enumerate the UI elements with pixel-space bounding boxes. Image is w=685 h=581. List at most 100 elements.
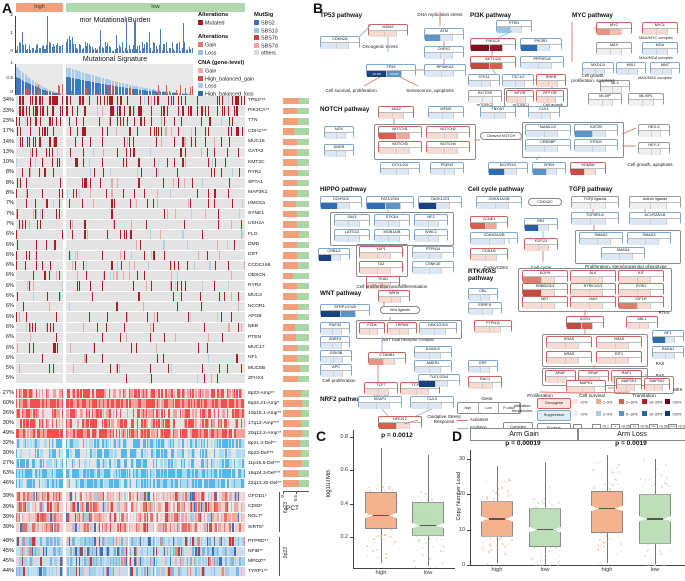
heatmap-cell bbox=[223, 399, 226, 409]
gene-cells bbox=[597, 27, 631, 35]
heatmap-cell bbox=[47, 409, 49, 419]
heatmap-row bbox=[66, 219, 245, 229]
heatmap-cell bbox=[146, 389, 149, 399]
gene-freq-high-cell bbox=[639, 130, 651, 137]
mutsig-sbs7-bar bbox=[93, 89, 95, 95]
gene-freq-high-cell bbox=[481, 112, 495, 119]
heatmap-cell bbox=[51, 419, 54, 429]
gene-box: TGFβ ligands bbox=[571, 196, 619, 209]
heatmap-row bbox=[16, 353, 63, 363]
heatmap-cell bbox=[172, 399, 174, 409]
gene-freq-low-cell bbox=[416, 388, 428, 395]
tmb-bar bbox=[20, 42, 22, 53]
gene-cells bbox=[321, 201, 361, 209]
gene-box: TAOK1/2/3 bbox=[418, 196, 462, 209]
mutsig-axis-tick: 0 bbox=[10, 90, 13, 95]
heatmap-cell bbox=[97, 96, 99, 106]
heatmap-cell bbox=[107, 126, 109, 137]
heatmap-cell bbox=[216, 409, 218, 419]
pct-bar-low bbox=[299, 231, 309, 238]
heatmap-cell bbox=[125, 332, 127, 343]
gene-pvalue-cell bbox=[359, 220, 369, 227]
gene-freq-high-cell bbox=[571, 276, 589, 283]
heatmap-cell bbox=[230, 389, 233, 399]
gene-freq-low-cell bbox=[429, 366, 441, 373]
heatmap-cell bbox=[135, 409, 138, 419]
heatmap-cell bbox=[129, 399, 132, 409]
gene-freq-low-cell bbox=[330, 254, 341, 261]
gene-freq-low-cell bbox=[395, 422, 409, 429]
gene-freq-high-cell bbox=[533, 168, 546, 175]
gene-box: CTNNB1 bbox=[368, 352, 406, 365]
gene-freq-high-cell bbox=[571, 168, 585, 175]
row-gene-label: PTPRD** bbox=[248, 538, 269, 544]
tmb-bar bbox=[141, 42, 143, 53]
heatmap-cell bbox=[119, 409, 122, 419]
heatmap-cell bbox=[192, 389, 194, 399]
heatmap-cell bbox=[102, 271, 104, 281]
gene-cells bbox=[537, 79, 565, 87]
heatmap-cell bbox=[240, 363, 242, 374]
heatmap-cell bbox=[118, 389, 120, 399]
heatmap-cell bbox=[34, 419, 36, 429]
gene-freq-low-cell bbox=[656, 48, 668, 55]
gene-cells bbox=[523, 275, 567, 283]
heatmap-cell bbox=[206, 343, 208, 353]
gene-freq-low-cell bbox=[610, 48, 622, 55]
gene-pvalue-cell bbox=[440, 402, 453, 409]
gene-cells bbox=[477, 201, 521, 209]
heatmap-cell bbox=[50, 389, 52, 399]
heatmap-cell bbox=[112, 389, 115, 399]
heatmap-cell bbox=[181, 147, 183, 157]
heatmap-cell bbox=[68, 399, 71, 409]
heatmap-cell bbox=[119, 116, 122, 126]
heatmap-cell bbox=[84, 126, 86, 137]
heatmap-cell bbox=[30, 147, 32, 157]
heatmap-cell bbox=[28, 281, 30, 291]
heatmap-cell bbox=[97, 409, 99, 419]
gene-box: HEY-X bbox=[638, 142, 670, 155]
heatmap-cell bbox=[216, 389, 218, 399]
heatmap-row bbox=[66, 374, 245, 384]
heatmap-cell bbox=[70, 96, 72, 106]
tmb-bar bbox=[188, 47, 190, 53]
heatmap-cell bbox=[41, 96, 43, 106]
gene-freq-low-cell bbox=[390, 296, 401, 303]
heatmap-cell bbox=[191, 389, 193, 399]
heatmap-cell bbox=[18, 389, 21, 399]
gene-cells bbox=[597, 356, 641, 364]
pct-bar-low bbox=[300, 410, 309, 417]
heatmap-cell bbox=[16, 229, 18, 240]
gene-freq-high-cell bbox=[639, 148, 651, 155]
tmb-bar bbox=[110, 47, 112, 53]
heatmap-cell bbox=[35, 409, 38, 419]
heatmap-cell bbox=[45, 409, 48, 419]
heatmap-cell bbox=[92, 147, 95, 157]
heatmap-cell bbox=[119, 96, 122, 106]
tmb-bar bbox=[138, 44, 140, 53]
gene-freq-high-cell bbox=[525, 244, 538, 251]
gene-pvalue-cell bbox=[604, 202, 618, 209]
pct-bar-low bbox=[296, 334, 309, 341]
heatmap-cell bbox=[205, 399, 207, 409]
heatmap-cell bbox=[198, 343, 200, 353]
heatmap-cell bbox=[213, 137, 215, 147]
tmb-bar bbox=[30, 49, 32, 53]
gene-cells bbox=[521, 43, 561, 51]
pct-bar-low bbox=[297, 282, 309, 290]
heatmap-row bbox=[66, 322, 245, 332]
mutsig-sbs2-bar bbox=[66, 76, 68, 95]
gene-freq-low-cell bbox=[543, 145, 558, 152]
heatmap-cell bbox=[92, 343, 95, 353]
gene-pvalue-cell bbox=[604, 145, 617, 152]
mutsig-sbs2-bar bbox=[44, 90, 46, 95]
gene-pvalue-cell bbox=[547, 244, 557, 251]
heatmap-cell bbox=[119, 332, 122, 343]
heatmap-cell bbox=[121, 389, 123, 399]
pct-bar-high bbox=[283, 313, 298, 321]
heatmap-cell bbox=[57, 399, 59, 409]
gene-freq-low-cell bbox=[656, 28, 668, 35]
heatmap-cell bbox=[154, 126, 156, 137]
gene-cells bbox=[567, 385, 605, 393]
gene-box: MLXIPL bbox=[628, 93, 664, 106]
